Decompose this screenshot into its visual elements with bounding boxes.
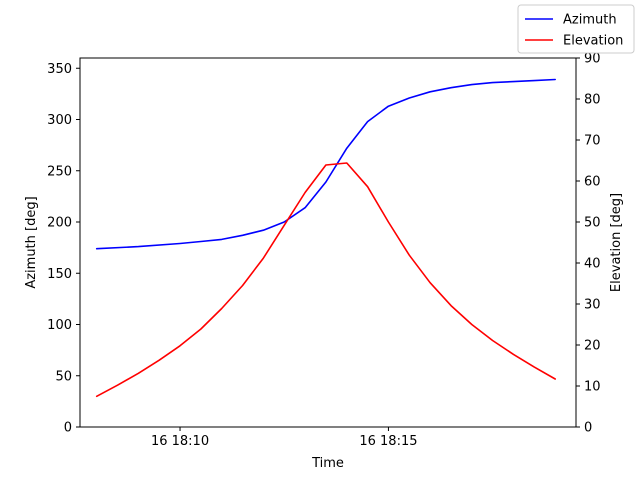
plot-frame — [79, 57, 577, 428]
plot-lines — [95, 78, 557, 398]
right-y-tick-label: 40 — [584, 257, 601, 272]
right-y-tick-label: 20 — [584, 339, 601, 354]
legend-box — [517, 4, 635, 54]
series-line-elevation — [95, 162, 557, 398]
left-y-tick-label: 300 — [47, 113, 72, 128]
left-y-axis-ticks: 0 50 100 150 200 250 300 350 — [47, 62, 80, 436]
x-axis-ticks: 16 18:10 16 18:15 — [151, 427, 418, 449]
right-y-axis-ticks: 0 10 20 30 40 50 60 70 80 90 — [576, 52, 601, 436]
right-y-tick-label: 70 — [584, 134, 601, 149]
right-y-tick-label: 60 — [584, 175, 601, 190]
left-y-tick-label: 250 — [47, 164, 72, 179]
legend: Azimuth Elevation — [517, 4, 635, 54]
x-tick-label: 16 18:10 — [151, 434, 209, 449]
left-y-axis-label: Azimuth [deg] — [24, 196, 39, 288]
right-y-tick-label: 50 — [584, 216, 601, 231]
right-y-tick-label: 90 — [584, 52, 601, 67]
legend-label-elevation: Elevation — [563, 34, 623, 49]
left-y-tick-label: 200 — [47, 216, 72, 231]
left-y-tick-label: 350 — [47, 62, 72, 77]
right-y-tick-label: 30 — [584, 298, 601, 313]
left-y-tick-label: 150 — [47, 267, 72, 282]
right-y-tick-label: 0 — [584, 421, 592, 436]
right-y-tick-label: 10 — [584, 380, 601, 395]
x-axis-label: Time — [311, 456, 344, 471]
left-y-tick-label: 0 — [64, 421, 72, 436]
series-line-azimuth — [95, 78, 557, 250]
right-y-tick-label: 80 — [584, 93, 601, 108]
right-y-axis-label: Elevation [deg] — [609, 193, 624, 292]
legend-label-azimuth: Azimuth — [563, 13, 617, 28]
left-y-tick-label: 50 — [55, 369, 72, 384]
left-y-tick-label: 100 — [47, 318, 72, 333]
x-tick-label: 16 18:15 — [359, 434, 417, 449]
